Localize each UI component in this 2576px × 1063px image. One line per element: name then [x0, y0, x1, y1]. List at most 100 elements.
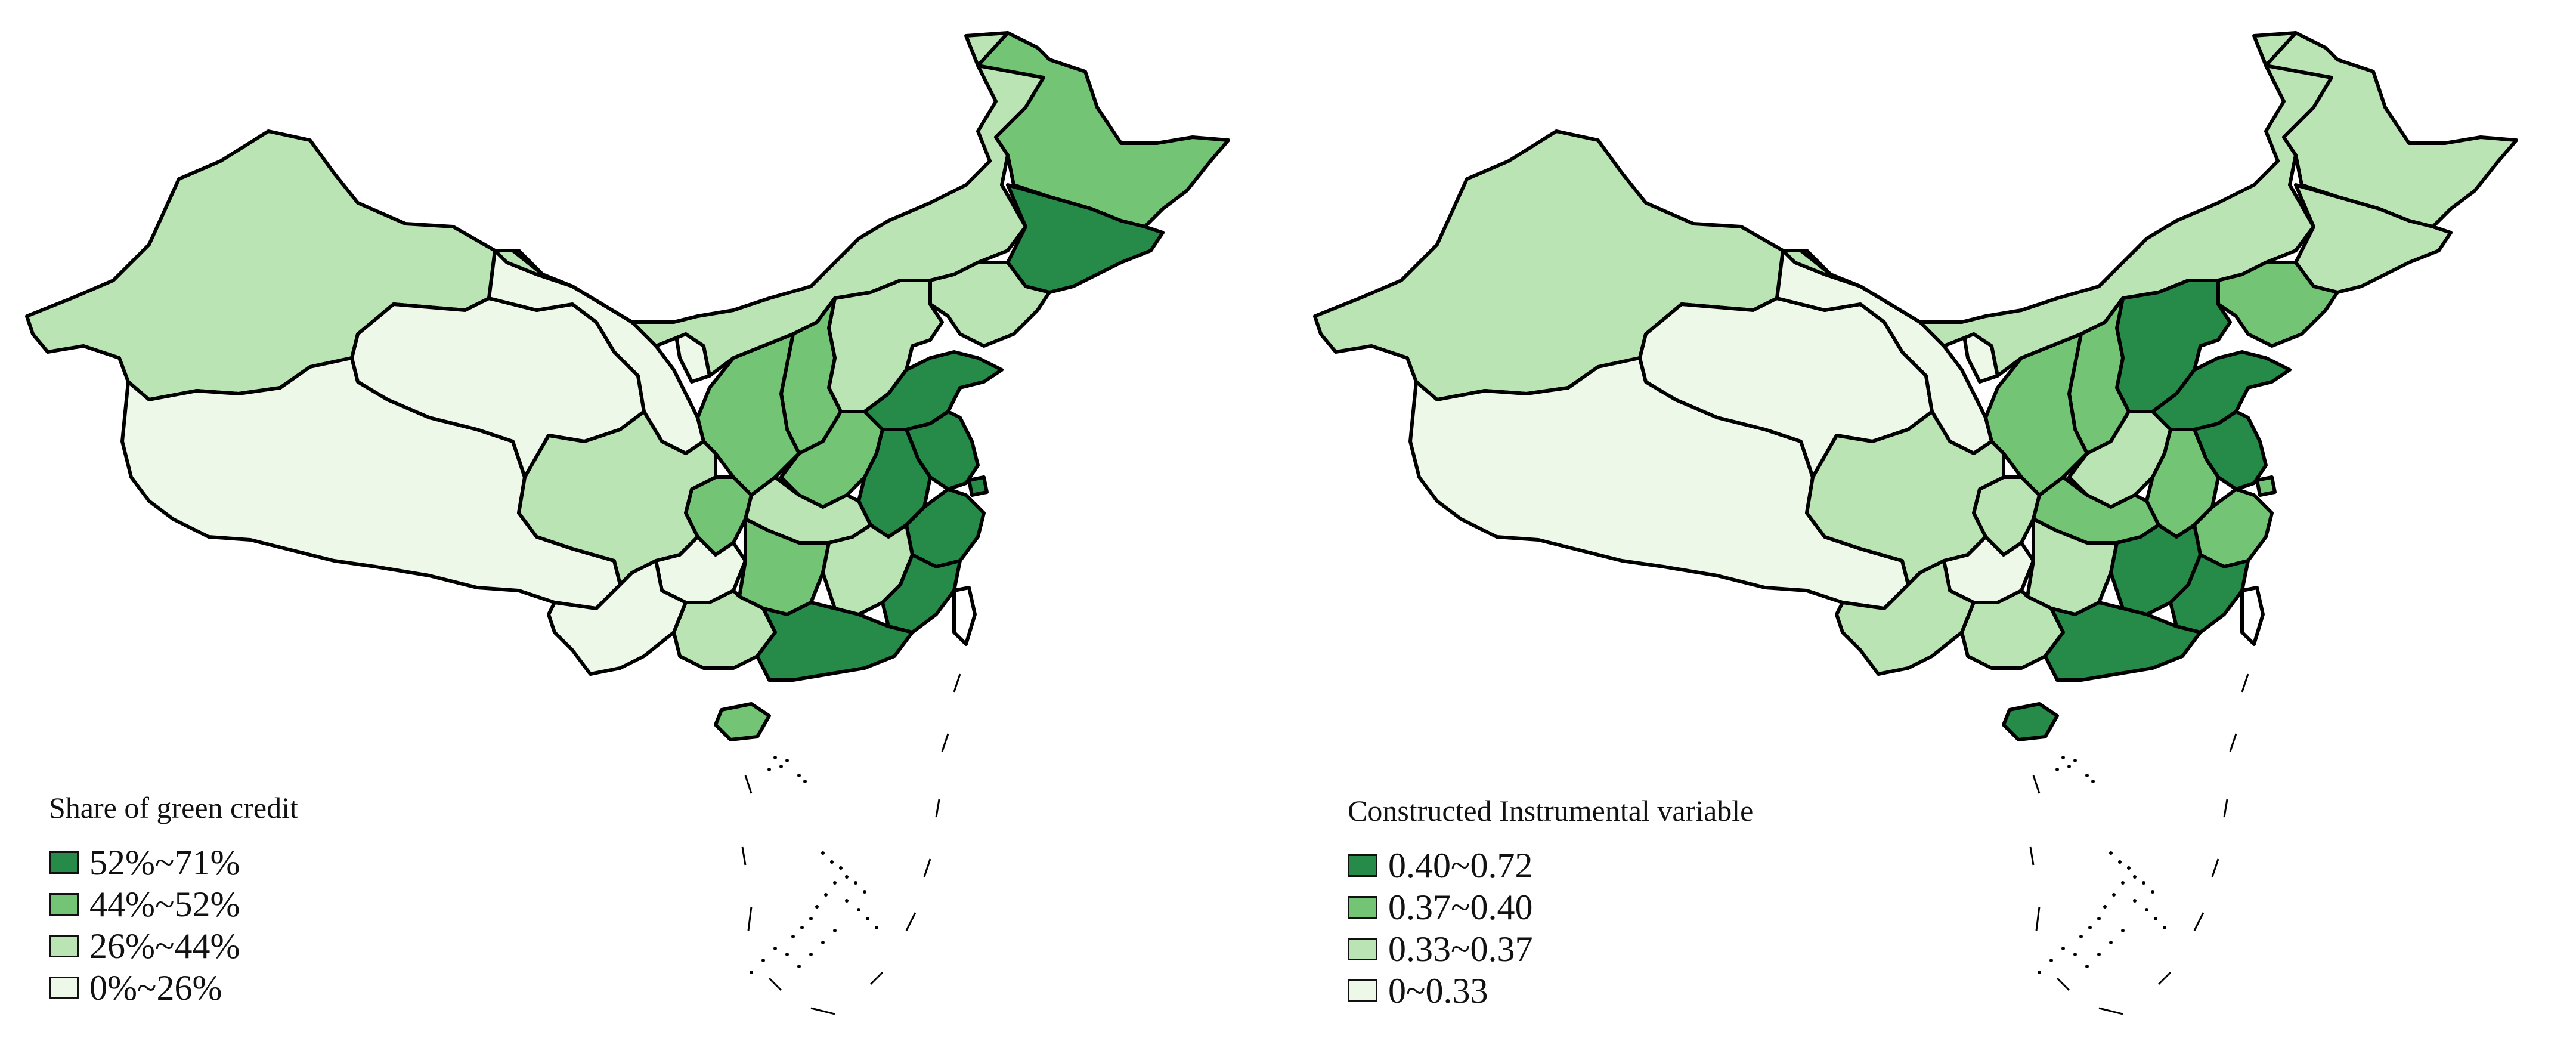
island-dot — [2133, 875, 2137, 879]
boundary-tick — [2241, 673, 2249, 693]
boundary-tick — [2229, 733, 2237, 752]
legend-item: 0.33~0.37 — [1348, 928, 1753, 970]
boundary-tick — [744, 775, 753, 794]
choropleth-map — [25, 31, 1230, 1015]
region-shanghai — [2255, 475, 2277, 497]
boundary-tick — [768, 977, 782, 991]
region-heilongjiang — [2264, 31, 2518, 228]
island-dot — [2088, 926, 2092, 929]
legend-swatch — [1348, 854, 1377, 877]
island-dot — [785, 953, 789, 956]
island-dot — [2121, 881, 2125, 885]
legend-swatch — [1348, 938, 1377, 960]
boundary-tick — [2029, 846, 2035, 866]
region-guangdong — [2044, 601, 2202, 682]
legend-title: Constructed Instrumental variable — [1348, 794, 1754, 827]
legend-label: 0~0.33 — [1388, 971, 1488, 1011]
boundary-tick — [2211, 858, 2219, 877]
legend-item: 0.40~0.72 — [1348, 845, 1753, 886]
boundary-tick — [741, 846, 747, 866]
island-dot — [2085, 965, 2089, 968]
boundary-tick — [810, 1007, 835, 1015]
island-dot — [750, 971, 753, 974]
island-dot — [2109, 851, 2113, 855]
region-sichuan — [517, 410, 717, 586]
map-panel-instrumental-variable: Constructed Instrumental variable 0.40~0… — [1288, 0, 2576, 1063]
boundary-tick — [2098, 1007, 2123, 1015]
island-dot — [833, 929, 837, 932]
island-dot — [2142, 881, 2145, 885]
island-dot — [857, 908, 860, 911]
island-dot — [854, 881, 857, 885]
legend-swatch — [49, 977, 79, 999]
island-dot — [821, 851, 825, 855]
island-dot — [2118, 860, 2122, 864]
island-dot — [2061, 947, 2065, 950]
island-dot — [830, 860, 834, 864]
legend-label: 52%~71% — [89, 842, 240, 882]
island-dot — [2097, 953, 2101, 956]
island-dot — [779, 765, 783, 768]
legend-swatch — [49, 935, 79, 957]
legend-item: 0.37~0.40 — [1348, 886, 1753, 928]
island-dot — [866, 917, 869, 920]
island-dot — [833, 881, 837, 885]
legend: Constructed Instrumental variable 0.40~0… — [1348, 793, 1753, 1012]
legend-swatch — [49, 893, 79, 916]
island-dot — [2085, 774, 2089, 777]
map-panel-green-credit: Share of green credit 52%~71% 44%~52% 26… — [25, 31, 1230, 1015]
boundary-tick — [941, 733, 949, 752]
island-dot — [767, 768, 771, 771]
island-dot — [797, 965, 801, 968]
island-dot — [803, 780, 807, 783]
legend-label: 0%~26% — [89, 968, 222, 1008]
island-dot — [809, 953, 813, 956]
island-dot — [839, 866, 843, 870]
island-dot — [2079, 935, 2083, 938]
island-dot — [815, 905, 819, 909]
boundary-tick — [2223, 799, 2228, 818]
legend-item: 26%~44% — [49, 925, 298, 967]
island-dot — [2049, 959, 2053, 962]
boundary-tick — [2035, 906, 2041, 931]
island-dot — [791, 935, 795, 938]
island-dot — [2109, 941, 2113, 944]
region-sichuan — [1805, 410, 2005, 586]
island-dot — [824, 893, 828, 897]
legend-swatch — [1348, 896, 1377, 919]
boundary-tick — [2032, 775, 2041, 794]
legend-item: 0%~26% — [49, 967, 298, 1009]
legend-item: 0~0.33 — [1348, 970, 1753, 1012]
choropleth-map — [1313, 31, 2518, 1015]
legend-label: 0.33~0.37 — [1388, 929, 1533, 969]
island-dot — [2145, 908, 2148, 911]
region-taiwan — [2240, 586, 2265, 646]
island-dot — [2112, 893, 2116, 897]
region-hainan — [2002, 702, 2059, 741]
boundary-tick — [2193, 912, 2205, 931]
legend-swatch — [49, 851, 79, 874]
island-dot — [875, 926, 878, 929]
legend-label: 44%~52% — [89, 884, 240, 924]
island-dot — [2091, 780, 2095, 783]
legend-label: 26%~44% — [89, 926, 240, 966]
island-dot — [2103, 905, 2107, 909]
island-dot — [2073, 953, 2077, 956]
island-dot — [773, 756, 777, 759]
island-dot — [2061, 756, 2065, 759]
island-dot — [2127, 866, 2131, 870]
island-dot — [785, 759, 789, 762]
boundary-tick — [869, 971, 884, 985]
boundary-tick — [923, 858, 931, 877]
boundary-tick — [747, 906, 753, 931]
legend-title: Share of green credit — [49, 791, 298, 824]
boundary-tick — [905, 912, 917, 931]
island-dot — [2038, 971, 2041, 974]
island-dot — [2154, 917, 2157, 920]
island-dot — [2133, 899, 2137, 903]
boundary-tick — [2157, 971, 2172, 985]
island-dot — [2055, 768, 2059, 771]
island-dot — [821, 941, 825, 944]
island-dot — [2067, 765, 2071, 768]
legend: Share of green credit 52%~71% 44%~52% 26… — [49, 790, 298, 1009]
